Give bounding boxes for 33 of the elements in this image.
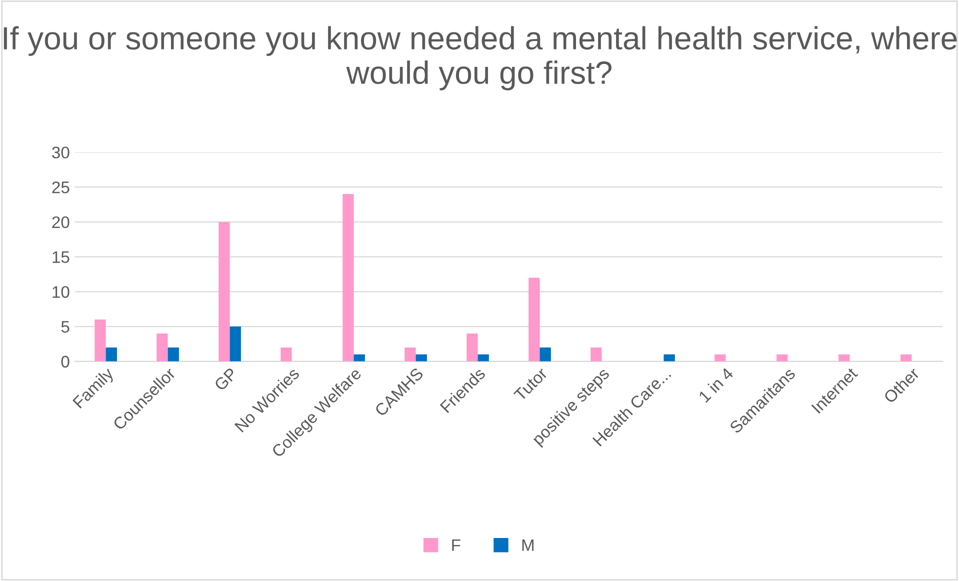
y-tick-label: 30: [52, 146, 70, 158]
y-tick-label: 10: [52, 286, 70, 298]
y-tick-label: 5: [61, 321, 70, 333]
bar: [106, 347, 117, 362]
bar: [218, 222, 230, 362]
bar: [280, 347, 292, 362]
chart-title: If you or someone you know needed a mental health service, where would you go first?: [4, 26, 957, 90]
bar: [354, 354, 365, 362]
legend-label: F: [452, 539, 460, 551]
bar: [466, 333, 478, 362]
bar: [714, 354, 726, 362]
y-tick-label: 20: [52, 216, 70, 228]
bar: [416, 354, 427, 362]
y-tick-label: 25: [52, 181, 70, 194]
x-tick-label: GP: [214, 367, 238, 392]
bar: [404, 347, 416, 362]
bar: [590, 347, 602, 362]
bar: [838, 354, 850, 362]
bar: [230, 326, 241, 362]
x-tick-label: 1 in 4: [698, 366, 734, 403]
legend-label: M: [522, 539, 534, 551]
bar: [478, 354, 489, 362]
y-tick-label: 0: [61, 356, 70, 368]
bar: [776, 354, 788, 362]
bar: [900, 354, 912, 362]
bar: [540, 347, 551, 362]
bar: [168, 347, 179, 362]
bar: [664, 354, 675, 362]
y-tick-label: 15: [52, 251, 70, 264]
bar: [156, 333, 168, 362]
bar: [94, 320, 106, 362]
bar: [528, 278, 540, 362]
bar: [342, 194, 354, 362]
